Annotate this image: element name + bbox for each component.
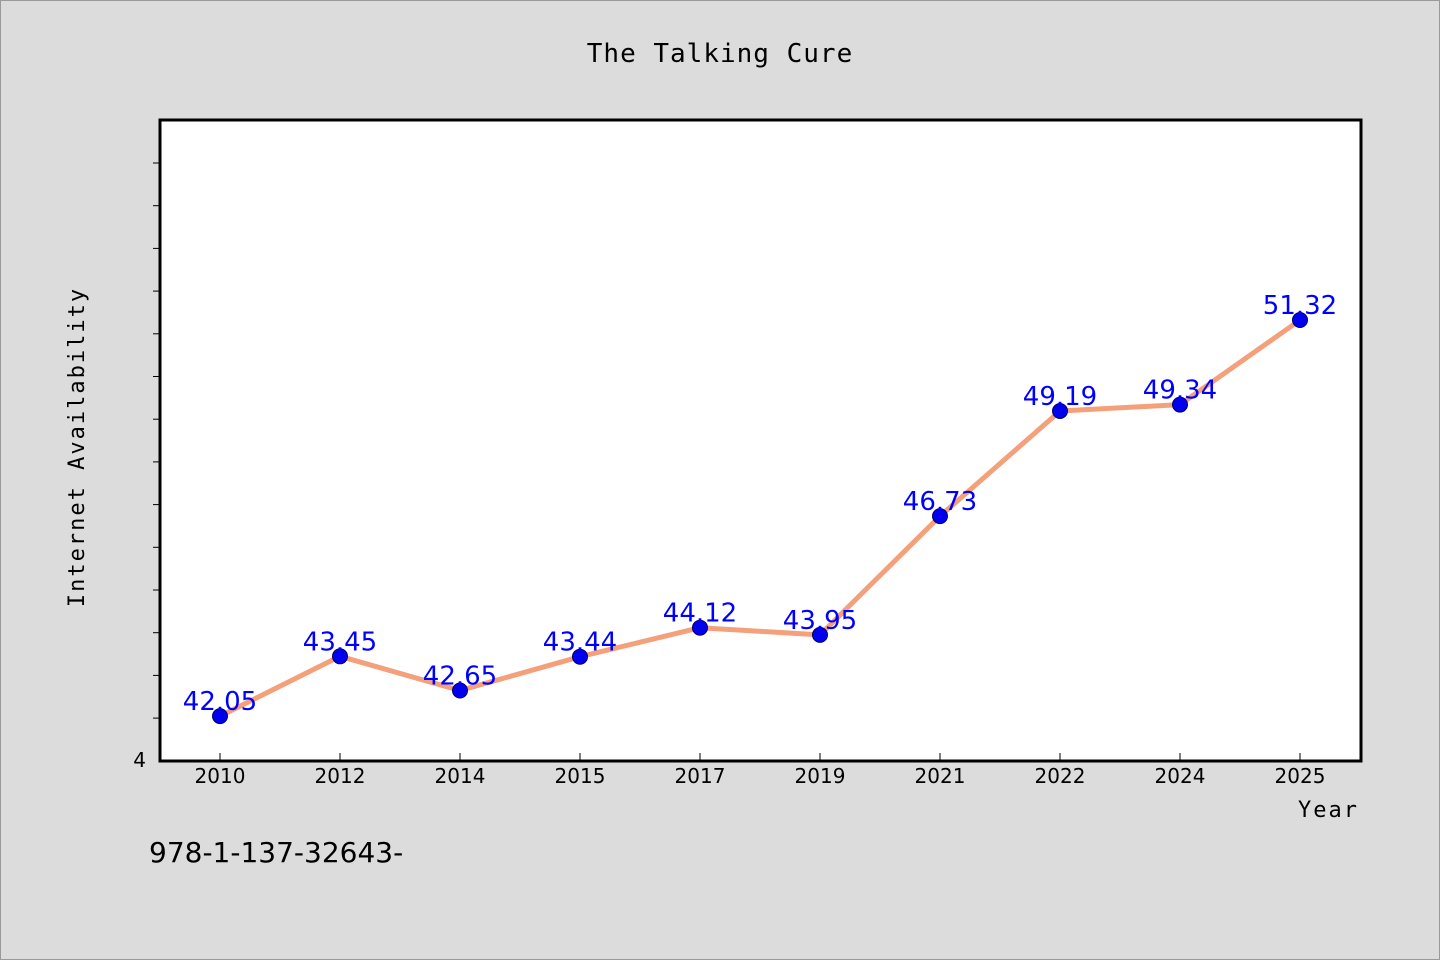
data-point (932, 508, 948, 525)
data-label: 51.32 (1263, 291, 1337, 321)
footer-code: 978-1-137-32643- (149, 836, 403, 869)
data-label: 43.95 (783, 606, 857, 636)
x-tick-label: 2025 (1275, 764, 1326, 788)
x-tick-label: 2014 (435, 764, 486, 788)
series-markers (212, 312, 1308, 725)
data-point (452, 682, 468, 699)
x-tick-label: 2024 (1155, 764, 1206, 788)
data-point (212, 708, 228, 725)
series-line (217, 317, 1303, 719)
data-label: 49.34 (1143, 376, 1217, 406)
y-tick-label: 4 (133, 748, 146, 772)
x-tick-label: 2019 (795, 764, 846, 788)
x-tick-label: 2021 (915, 764, 966, 788)
data-label: 49.19 (1023, 382, 1097, 412)
data-point (692, 619, 708, 636)
x-tick-label: 2010 (195, 764, 246, 788)
x-axis-label: Year (1298, 798, 1359, 823)
data-point (1052, 403, 1068, 419)
data-label: 42.65 (423, 662, 497, 692)
x-axis-ticks (219, 753, 1301, 761)
x-tick-label: 2012 (315, 764, 366, 788)
x-tick-label: 2022 (1035, 764, 1086, 788)
chart-title: The Talking Cure (587, 39, 853, 69)
data-labels: 42.05 43.45 42.65 43.44 44.12 43.95 46.73 49.19… (183, 291, 1337, 717)
data-label: 43.44 (543, 628, 617, 658)
data-label: 43.45 (303, 627, 377, 657)
x-tick-labels: 2010 2012 2014 2015 2017 2019 2021 2022 2024 2025 (195, 764, 1326, 788)
data-point (1172, 396, 1188, 413)
data-point (332, 648, 348, 665)
data-point (812, 626, 828, 643)
data-label: 46.73 (903, 487, 977, 517)
data-point (1292, 312, 1308, 328)
x-tick-label: 2017 (675, 764, 726, 788)
y-axis-ticks (153, 162, 160, 719)
plot-area (158, 118, 1363, 763)
x-tick-label: 2015 (555, 764, 606, 788)
data-label: 44.12 (663, 599, 737, 629)
y-axis-label: Internet Availability (65, 287, 90, 607)
data-label: 42.05 (183, 687, 257, 717)
data-point (572, 648, 588, 665)
